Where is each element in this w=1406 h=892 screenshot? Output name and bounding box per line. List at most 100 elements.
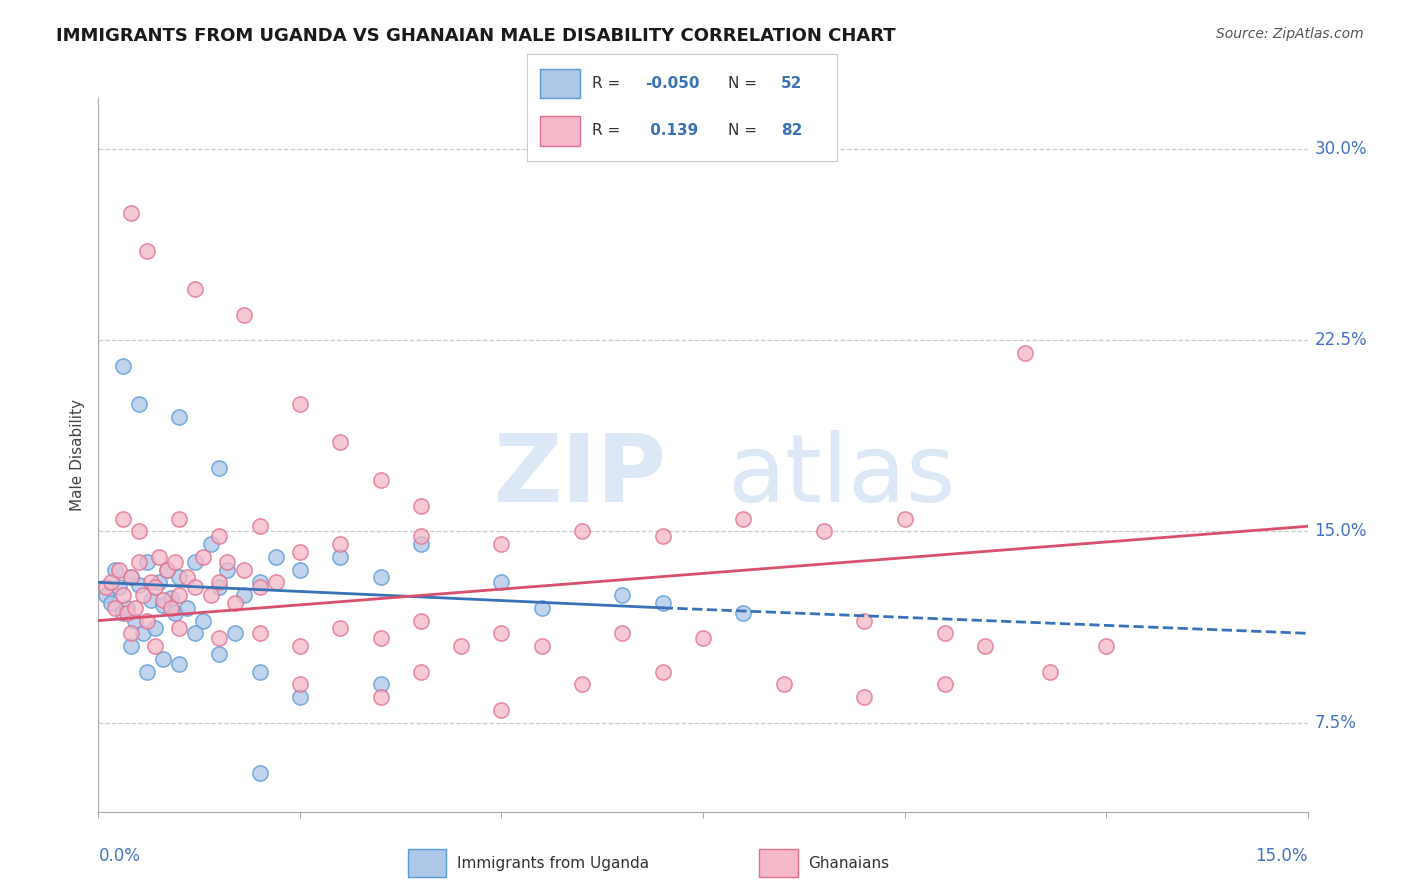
Point (208, 647, 231, 661)
Point (893, 511, 915, 525)
Point (232, 308, 254, 322)
Text: IMMIGRANTS FROM UGANDA VS GHANAIAN MALE DISABILITY CORRELATION CHART: IMMIGRANTS FROM UGANDA VS GHANAIAN MALE … (56, 27, 896, 45)
Point (491, 537, 513, 551)
Point (107, 563, 129, 577)
Point (152, 652, 174, 666)
Point (370, 632, 392, 646)
Point (167, 570, 190, 584)
Point (612, 626, 634, 640)
Point (491, 575, 513, 590)
Point (156, 563, 179, 577)
Point (208, 460, 231, 475)
Point (409, 529, 432, 543)
Point (208, 575, 231, 590)
Point (107, 581, 129, 595)
Point (264, 549, 287, 564)
Point (232, 588, 254, 602)
Point (160, 591, 183, 605)
Point (288, 639, 311, 653)
Point (1095, 639, 1118, 653)
Bar (759, 849, 799, 877)
Point (111, 359, 134, 373)
Point (135, 614, 157, 628)
Point (249, 665, 271, 679)
Point (530, 639, 553, 653)
Point (139, 575, 162, 590)
Point (193, 614, 215, 628)
Point (176, 600, 198, 615)
Point (651, 596, 673, 610)
Point (128, 555, 150, 569)
Point (249, 519, 271, 533)
Point (224, 596, 246, 610)
Point (135, 244, 157, 258)
Text: 30.0%: 30.0% (1315, 140, 1367, 158)
Point (115, 600, 138, 615)
Point (217, 563, 239, 577)
Text: Immigrants from Uganda: Immigrants from Uganda (457, 855, 650, 871)
Point (200, 588, 222, 602)
Bar (540, 116, 579, 145)
Point (853, 614, 876, 628)
Point (132, 626, 155, 640)
Point (329, 435, 352, 450)
Point (813, 524, 835, 539)
Point (409, 499, 432, 513)
Point (232, 563, 254, 577)
Point (120, 206, 142, 220)
Point (128, 578, 150, 592)
Point (651, 665, 673, 679)
Point (120, 639, 142, 653)
Text: N =: N = (728, 123, 762, 138)
Point (370, 677, 392, 691)
Point (772, 677, 794, 691)
Point (111, 511, 134, 525)
Point (409, 614, 432, 628)
Point (184, 581, 207, 595)
Point (249, 581, 271, 595)
Point (160, 600, 183, 615)
Text: atlas: atlas (727, 430, 956, 523)
Point (224, 626, 246, 640)
Point (135, 665, 157, 679)
Point (1039, 665, 1062, 679)
Point (115, 606, 138, 620)
Point (853, 690, 876, 704)
Point (208, 581, 231, 595)
Y-axis label: Male Disability: Male Disability (70, 399, 86, 511)
Text: 52: 52 (780, 76, 803, 91)
Point (143, 639, 166, 653)
Point (200, 537, 222, 551)
Point (288, 545, 311, 559)
Point (974, 639, 997, 653)
Point (249, 575, 271, 590)
Point (111, 606, 134, 620)
Point (1014, 346, 1036, 360)
Point (409, 537, 432, 551)
Point (152, 593, 174, 607)
Text: 0.0%: 0.0% (98, 847, 141, 865)
Point (128, 397, 150, 411)
Text: 22.5%: 22.5% (1315, 331, 1367, 350)
Point (288, 690, 311, 704)
Text: 15.0%: 15.0% (1315, 523, 1367, 541)
Point (167, 409, 190, 424)
Point (184, 626, 207, 640)
Point (156, 563, 179, 577)
Point (184, 282, 207, 296)
Point (491, 703, 513, 717)
Point (208, 529, 231, 543)
Point (733, 606, 755, 620)
Point (176, 570, 198, 584)
Point (329, 549, 352, 564)
Point (111, 588, 134, 602)
Point (132, 588, 155, 602)
Point (530, 600, 553, 615)
Text: 15.0%: 15.0% (1256, 847, 1308, 865)
Point (571, 677, 593, 691)
Point (96, 588, 118, 602)
Point (148, 575, 170, 590)
Point (120, 626, 142, 640)
Point (184, 555, 207, 569)
Point (329, 621, 352, 635)
